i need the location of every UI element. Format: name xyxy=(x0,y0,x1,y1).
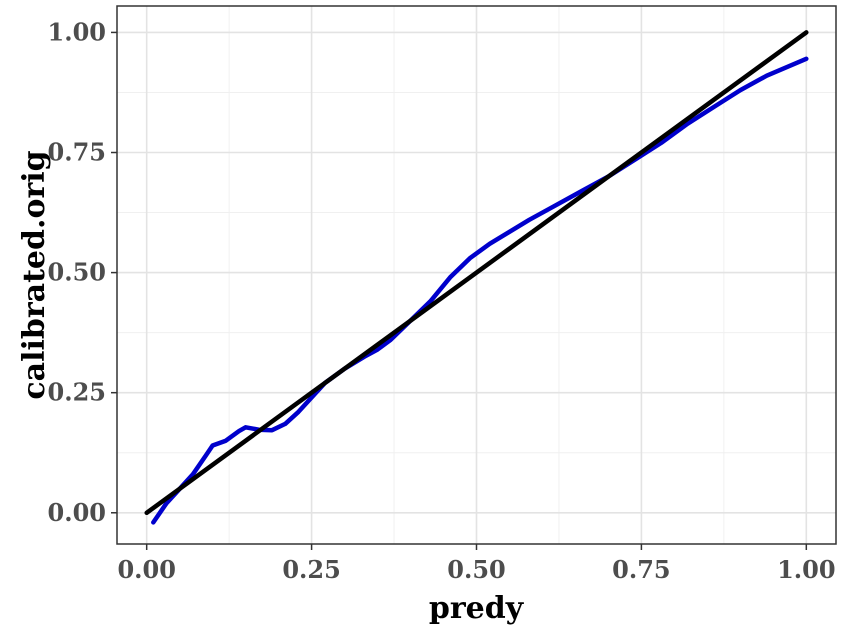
x-tick-label: 1.00 xyxy=(777,555,835,584)
x-tick-label: 0.25 xyxy=(282,555,340,584)
x-tick-label: 0.00 xyxy=(117,555,175,584)
x-axis-title: predy xyxy=(429,591,525,626)
axis-ticks: 0.00 0.25 0.50 0.75 1.00 0.00 0.25 0.50 0.75 1.00 xyxy=(48,17,836,584)
series-group xyxy=(144,30,809,525)
grid xyxy=(117,6,836,544)
y-tick-label: 0.00 xyxy=(48,498,106,527)
identity-line xyxy=(144,30,809,516)
y-tick-label: 0.25 xyxy=(48,378,106,407)
calibrated-curve-line xyxy=(151,56,809,525)
y-axis-title: calibrated.orig xyxy=(17,150,52,399)
y-tick-label: 1.00 xyxy=(48,17,106,46)
y-tick-label: 0.75 xyxy=(48,138,106,167)
y-tick-label: 0.50 xyxy=(48,258,106,287)
x-tick-label: 0.50 xyxy=(447,555,505,584)
x-tick-label: 0.75 xyxy=(612,555,670,584)
